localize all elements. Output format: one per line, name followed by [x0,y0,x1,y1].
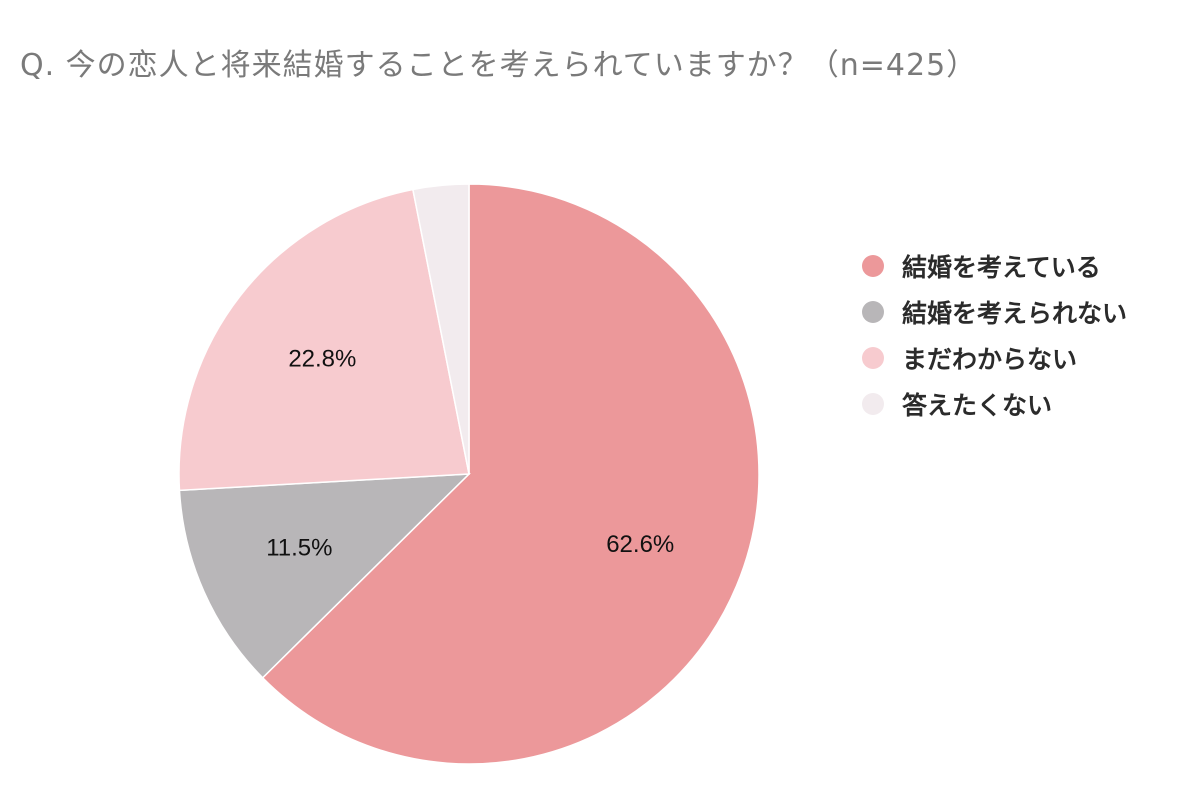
legend-swatch-considering [862,255,884,277]
slice-undecided [178,188,470,492]
legend-item-cannot-consider: 結婚を考えられない [862,290,1127,334]
legend-swatch-undecided [862,347,884,369]
legend: 結婚を考えている 結婚を考えられない まだわからない 答えたくない [862,244,1127,428]
slice-no-answer [411,183,470,475]
slice-label-considering: 62.6% [606,531,674,558]
slice-label-undecided: 22.8% [288,346,356,373]
chart-title: Q. 今の恋人と将来結婚することを考えられていますか？（n=425） [20,48,978,83]
slice-label-cannot-consider: 11.5% [266,535,332,562]
legend-swatch-no-answer [862,393,884,415]
legend-label-undecided: まだわからない [902,345,1078,374]
legend-swatch-cannot-consider [862,301,884,323]
legend-item-considering: 結婚を考えている [862,244,1127,288]
legend-label-cannot-consider: 結婚を考えられない [902,299,1128,328]
legend-label-considering: 結婚を考えている [902,253,1101,282]
legend-item-no-answer: 答えたくない [862,382,1127,426]
legend-label-no-answer: 答えたくない [902,391,1053,420]
slice-cannot-consider [178,473,471,679]
legend-item-undecided: まだわからない [862,336,1127,380]
slice-considering [261,183,760,765]
